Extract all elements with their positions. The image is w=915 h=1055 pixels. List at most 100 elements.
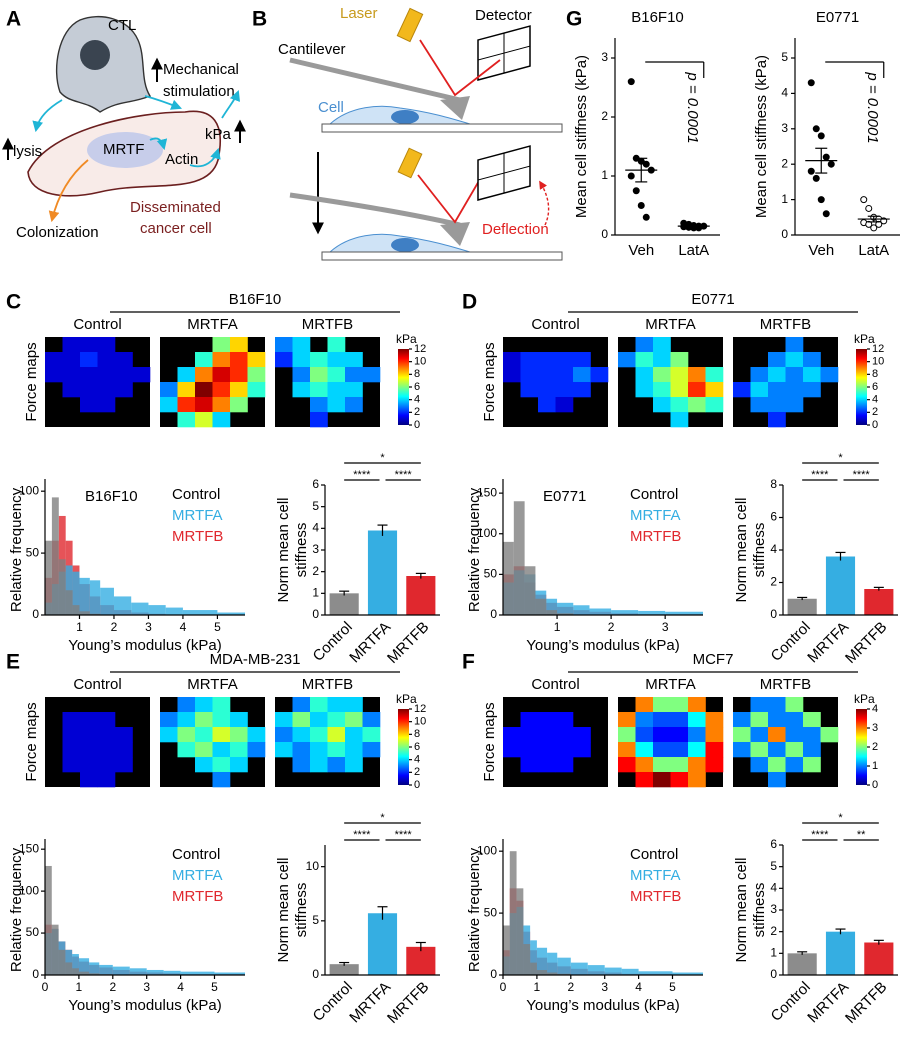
- map-cell: [785, 337, 804, 353]
- map-cell: [230, 757, 248, 773]
- x-tick-label: MRTFB: [384, 619, 432, 667]
- histogram-bar: [113, 596, 132, 615]
- map-cell: [62, 712, 81, 728]
- map-cell: [275, 337, 293, 353]
- map-cell: [688, 697, 706, 713]
- y-axis-label: Norm mean cell: [733, 497, 750, 602]
- map-cell: [785, 397, 804, 413]
- y-tick-label: 100: [19, 483, 39, 497]
- colorbar-label: kPa: [854, 692, 875, 706]
- data-point: [812, 174, 820, 182]
- map-label: Control: [531, 676, 579, 693]
- panel-title: MDA-MB-231: [210, 651, 301, 668]
- map-cell: [345, 382, 363, 398]
- colorbar-tick-label: 6: [872, 381, 878, 393]
- map-cell: [97, 382, 116, 398]
- histogram-bar: [79, 577, 90, 615]
- y-tick-label: 2: [601, 109, 608, 123]
- arrow: [189, 147, 221, 168]
- histogram-bar: [72, 571, 80, 615]
- colorbar-tick-label: 8: [414, 728, 420, 740]
- map-cell: [670, 352, 689, 368]
- map-cell: [62, 382, 81, 398]
- x-tick-label: 4: [180, 620, 187, 634]
- x-tick-label: 2: [567, 980, 574, 994]
- data-point: [812, 125, 820, 133]
- x-tick-label: MRTFA: [804, 979, 852, 1027]
- map-cell: [195, 382, 213, 398]
- x-tick-label: 1: [76, 620, 83, 634]
- data-point: [637, 202, 645, 209]
- map-cell: [212, 772, 231, 788]
- map-cell: [62, 337, 81, 353]
- map-cell: [688, 772, 706, 788]
- histogram-bar: [89, 973, 100, 975]
- histogram-bar: [530, 962, 537, 975]
- x-tick-label: 0: [42, 980, 49, 994]
- histogram-bar: [72, 954, 79, 975]
- data-point: [627, 78, 635, 86]
- map-cell: [555, 727, 574, 743]
- histogram-bar: [535, 598, 547, 615]
- colorbar-tick-label: 3: [872, 722, 878, 734]
- histogram-bar: [72, 968, 79, 975]
- panel-label: E: [6, 651, 20, 674]
- histogram-bar: [621, 968, 639, 975]
- y-axis-label: Norm mean cell: [733, 857, 750, 962]
- map-cell: [97, 757, 116, 773]
- y-tick-label: 5: [312, 913, 319, 927]
- map-cell: [705, 757, 724, 773]
- map-cell: [177, 727, 196, 743]
- y-tick-label: 2: [770, 575, 777, 589]
- cantilever-label: Cantilever: [278, 41, 346, 58]
- cantilever: [289, 192, 461, 228]
- legend-label: Control: [630, 846, 678, 863]
- colorbar-tick-label: 4: [872, 394, 878, 406]
- y-tick-label: 150: [477, 485, 497, 499]
- legend-label: MRTFA: [630, 867, 681, 884]
- stimulus-label: Mechanical: [163, 61, 239, 78]
- map-cell: [275, 352, 293, 368]
- map-cell: [670, 697, 689, 713]
- histogram-bar: [638, 610, 666, 615]
- histogram-bar: [129, 968, 147, 975]
- x-tick-label: 0: [500, 980, 507, 994]
- map-cell: [653, 367, 671, 383]
- y-tick-label: 2: [312, 564, 319, 578]
- map-cell: [820, 727, 839, 743]
- y-tick-label: 5: [781, 50, 788, 64]
- map-cell: [195, 757, 213, 773]
- legend-label: MRTFA: [630, 507, 681, 524]
- histogram-bar: [65, 962, 73, 975]
- ctl-nucleus: [80, 40, 110, 70]
- map-cell: [310, 712, 328, 728]
- panel-label: G: [566, 8, 582, 31]
- legend-label: MRTFB: [172, 888, 223, 905]
- map-cell: [247, 382, 266, 398]
- x-tick-label: 5: [669, 980, 676, 994]
- map-cell: [292, 367, 311, 383]
- map-cell: [520, 352, 539, 368]
- cell-label: Disseminated: [130, 199, 221, 216]
- map-cell: [97, 367, 116, 383]
- map-cell: [750, 382, 769, 398]
- map-cell: [310, 412, 328, 428]
- map-cell: [97, 742, 116, 758]
- bar: [864, 589, 894, 615]
- map-cell: [538, 382, 556, 398]
- map-cell: [195, 367, 213, 383]
- map-label: Control: [73, 676, 121, 693]
- map-cell: [80, 397, 98, 413]
- colorbar-tick-label: 0: [872, 779, 878, 791]
- x-axis-label: Young’s modulus (kPa): [68, 997, 221, 1014]
- data-point: [870, 224, 878, 232]
- y-tick-label: 6: [770, 510, 777, 524]
- map-cell: [520, 727, 539, 743]
- map-cell: [555, 742, 574, 758]
- map-cell: [327, 727, 346, 743]
- map-cell: [538, 742, 556, 758]
- map-cell: [97, 772, 116, 788]
- map-cell: [230, 742, 248, 758]
- x-tick-label: 1: [76, 980, 83, 994]
- legend-label: MRTFA: [172, 507, 223, 524]
